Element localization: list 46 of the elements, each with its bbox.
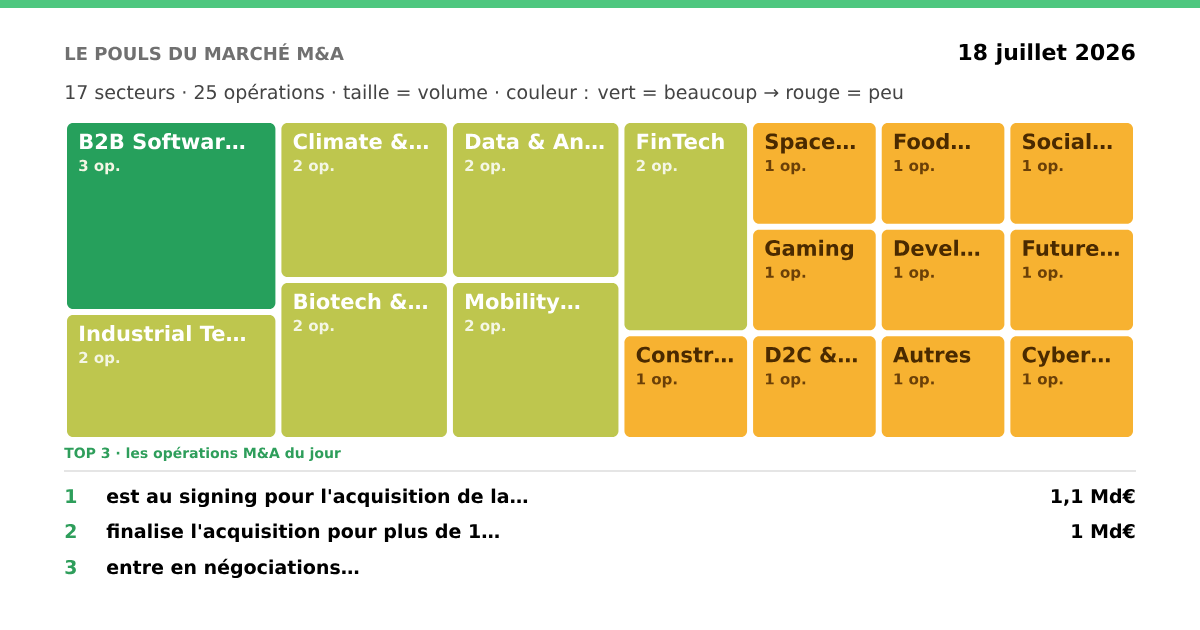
category-label: D2C &…	[766, 346, 857, 363]
data-label: 2 op.	[465, 319, 505, 335]
data-label: 1 op.	[765, 266, 806, 281]
text: LE POULS DU MARCHÉ M&A	[65, 43, 344, 61]
text: finalise l'acquisition pour plus de 1…	[106, 523, 499, 542]
text: 1	[66, 489, 77, 504]
text: 17 secteurs · 25 opérations · taille = volume · couleur : vert = beaucoup → rouge = peu	[66, 83, 903, 103]
category-label: Autres	[893, 347, 971, 363]
category-label: Constr…	[636, 346, 733, 363]
data-label: 1 op.	[894, 160, 934, 175]
data-label: 1 op.	[1023, 160, 1063, 175]
data-label: 2 op.	[465, 159, 505, 175]
category-label: Cyber…	[1022, 346, 1110, 367]
category-label: Future…	[1023, 240, 1119, 256]
category-label: Mobility…	[466, 293, 580, 314]
text: entre en négociations…	[107, 558, 359, 579]
category-label: Space…	[765, 133, 855, 154]
text: 18 juillet 2026	[959, 43, 1135, 65]
category-label: Devel…	[894, 239, 980, 256]
data-label: 1 op.	[894, 266, 934, 281]
category-label: Industrial Te…	[80, 325, 245, 342]
category-label: Food…	[894, 133, 970, 150]
category-label: Social…	[1023, 133, 1112, 150]
data-label: 1 op.	[894, 373, 934, 388]
text: 1 Md€	[1072, 523, 1135, 539]
category-label: FinTech	[637, 133, 724, 150]
data-label: 1 op.	[765, 160, 806, 175]
category-label: Biotech &…	[294, 293, 427, 310]
text: 2	[65, 523, 76, 539]
text: est au signing pour l'acquisition de la…	[107, 488, 528, 508]
data-label: 1 op.	[1023, 266, 1063, 281]
data-label: 1 op.	[765, 373, 806, 388]
data-label: 2 op.	[293, 159, 334, 175]
data-label: 1 op.	[637, 373, 677, 388]
text: TOP 3 · les opérations M&A du jour	[64, 446, 341, 462]
category-label: B2B Softwar…	[80, 133, 245, 150]
category-label: Gaming	[765, 239, 854, 261]
text: 3	[65, 559, 76, 575]
data-label: 3 op.	[79, 159, 120, 175]
text: 1,1 Md€	[1051, 488, 1135, 506]
data-label: 2 op.	[636, 159, 677, 175]
data-label: 2 op.	[79, 351, 120, 367]
data-label: 2 op.	[293, 319, 334, 335]
category-label: Data & An…	[466, 133, 604, 150]
category-label: Climate &…	[293, 133, 428, 150]
data-label: 1 op.	[1023, 373, 1063, 388]
